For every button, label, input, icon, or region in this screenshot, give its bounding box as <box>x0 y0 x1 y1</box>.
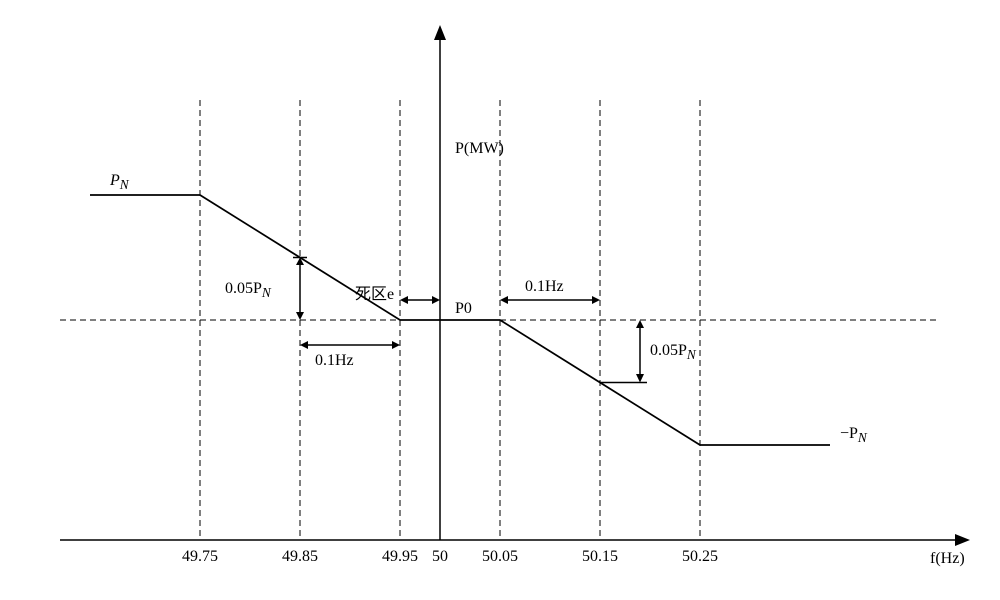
tick-49-75: 49.75 <box>182 548 218 566</box>
tick-49-95: 49.95 <box>382 548 418 566</box>
neg-pn-label: −PN <box>840 425 867 446</box>
tick-50-05: 50.05 <box>482 548 518 566</box>
measure-0-1hz-left <box>300 341 400 349</box>
span-0-1hz-left-label: 0.1Hz <box>315 352 354 370</box>
span-0-05pn-right-label: 0.05PN <box>650 342 696 363</box>
span-0-05pn-left-label: 0.05PN <box>225 280 271 301</box>
droop-curve-chart: P(MW) f(Hz) PN −PN P0 死区e 0.1Hz 0.1Hz 0.… <box>0 0 1000 600</box>
measure-0-05pn-left <box>293 258 307 321</box>
p0-label: P0 <box>455 300 472 318</box>
measure-deadband <box>400 296 440 304</box>
x-axis-arrow <box>955 534 970 546</box>
tick-49-85: 49.85 <box>282 548 318 566</box>
pn-label: PN <box>110 172 129 193</box>
measure-0-1hz-right <box>500 296 600 304</box>
tick-50-25: 50.25 <box>682 548 718 566</box>
chart-svg <box>0 0 1000 600</box>
x-axis-label: f(Hz) <box>930 550 965 568</box>
tick-50-15: 50.15 <box>582 548 618 566</box>
span-0-1hz-right-label: 0.1Hz <box>525 278 564 296</box>
y-axis-arrow <box>434 25 446 40</box>
y-axis-label: P(MW) <box>455 140 504 158</box>
deadband-label: 死区e <box>355 280 394 304</box>
measure-0-05pn-right <box>600 320 647 383</box>
tick-50: 50 <box>432 548 448 566</box>
